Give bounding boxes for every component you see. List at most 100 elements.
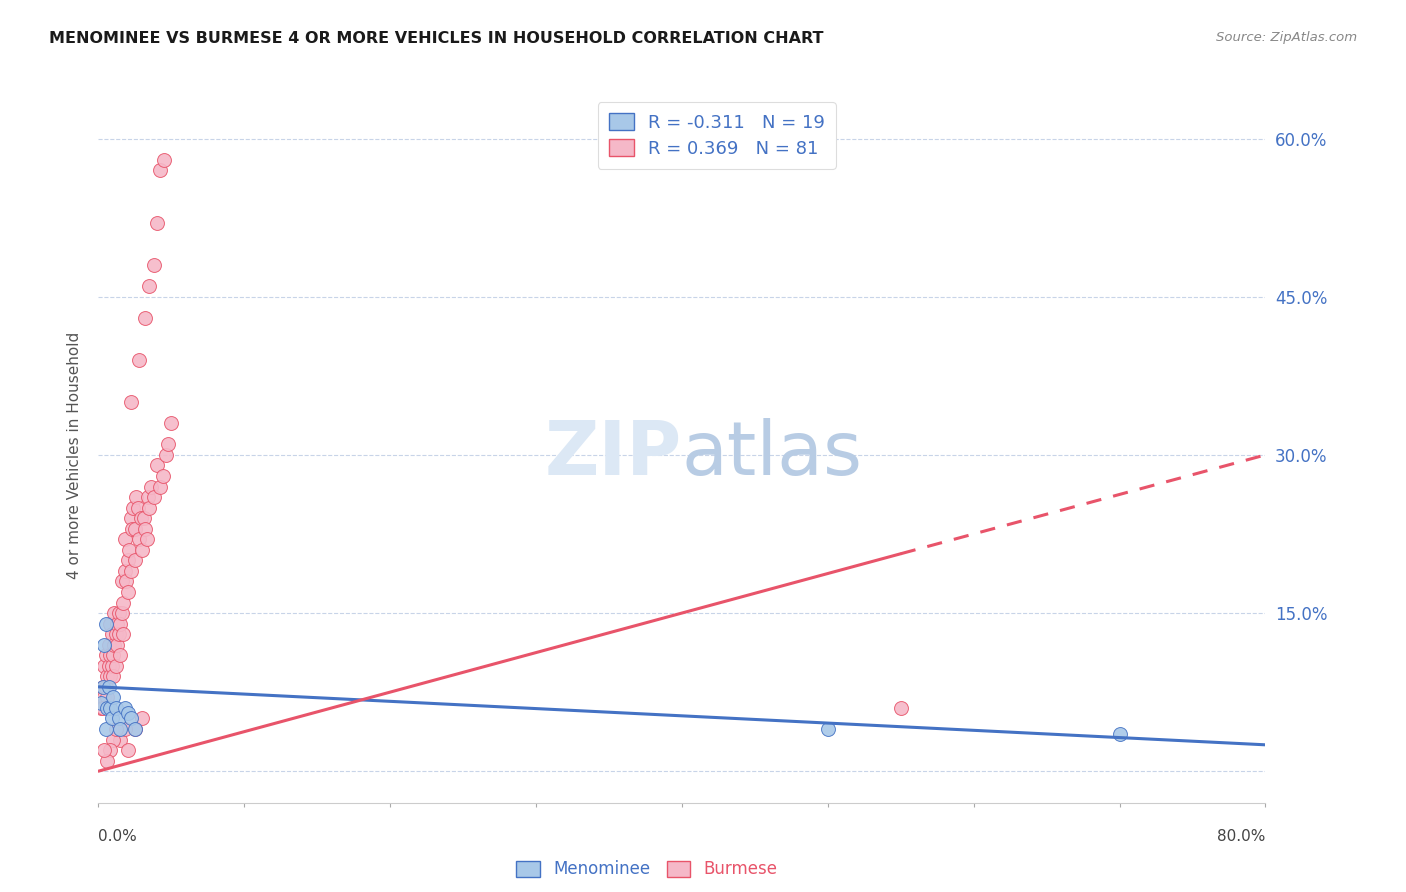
Point <box>152 469 174 483</box>
Point <box>138 279 160 293</box>
Text: 0.0%: 0.0% <box>98 830 138 844</box>
Point <box>149 479 172 493</box>
Point <box>153 153 176 167</box>
Point <box>146 458 169 473</box>
Point <box>90 701 112 715</box>
Point <box>114 564 136 578</box>
Point <box>118 542 141 557</box>
Point <box>112 627 135 641</box>
Point <box>101 669 124 683</box>
Point <box>124 553 146 567</box>
Point <box>96 754 118 768</box>
Point <box>103 638 125 652</box>
Point <box>98 669 121 683</box>
Text: Source: ZipAtlas.com: Source: ZipAtlas.com <box>1216 31 1357 45</box>
Point <box>1108 727 1130 741</box>
Point <box>124 722 146 736</box>
Point <box>117 743 139 757</box>
Point <box>127 500 149 515</box>
Point <box>132 511 155 525</box>
Point <box>90 696 112 710</box>
Y-axis label: 4 or more Vehicles in Household: 4 or more Vehicles in Household <box>67 331 83 579</box>
Point <box>94 648 117 663</box>
Point <box>120 511 142 525</box>
Point <box>817 722 839 736</box>
Point <box>136 490 159 504</box>
Point <box>100 711 122 725</box>
Point <box>97 638 120 652</box>
Point <box>120 564 142 578</box>
Point <box>101 690 124 705</box>
Point <box>110 648 132 663</box>
Point <box>128 353 150 368</box>
Point <box>104 627 127 641</box>
Point <box>98 616 121 631</box>
Point <box>114 533 136 547</box>
Point <box>124 522 146 536</box>
Point <box>131 711 153 725</box>
Point <box>98 648 121 663</box>
Point <box>100 658 122 673</box>
Point <box>117 706 139 721</box>
Point <box>108 606 131 620</box>
Point <box>129 511 152 525</box>
Text: MENOMINEE VS BURMESE 4 OR MORE VEHICLES IN HOUSEHOLD CORRELATION CHART: MENOMINEE VS BURMESE 4 OR MORE VEHICLES … <box>49 31 824 46</box>
Point <box>112 595 135 609</box>
Point <box>100 627 122 641</box>
Point <box>125 490 148 504</box>
Point <box>91 680 114 694</box>
Point <box>114 701 136 715</box>
Point <box>110 616 132 631</box>
Point <box>149 163 172 178</box>
Point <box>110 722 132 736</box>
Point <box>94 680 117 694</box>
Point <box>114 722 136 736</box>
Text: ZIP: ZIP <box>544 418 682 491</box>
Point <box>121 522 143 536</box>
Point <box>160 417 183 431</box>
Point <box>111 606 134 620</box>
Point <box>93 690 115 705</box>
Point <box>135 533 157 547</box>
Point <box>93 743 115 757</box>
Point <box>104 658 127 673</box>
Point <box>142 490 165 504</box>
Point <box>120 711 142 725</box>
Point <box>139 479 162 493</box>
Point <box>101 648 124 663</box>
Point <box>890 701 912 715</box>
Point <box>91 680 114 694</box>
Point <box>93 638 115 652</box>
Point <box>110 732 132 747</box>
Point <box>124 722 146 736</box>
Point <box>105 638 128 652</box>
Point <box>104 722 127 736</box>
Point <box>142 258 165 272</box>
Legend: Menominee, Burmese: Menominee, Burmese <box>509 854 785 885</box>
Point <box>115 574 138 589</box>
Point <box>120 395 142 409</box>
Point <box>104 701 127 715</box>
Point <box>93 658 115 673</box>
Point <box>134 310 156 325</box>
Point <box>94 616 117 631</box>
Point <box>108 627 131 641</box>
Point <box>122 500 145 515</box>
Point <box>138 500 160 515</box>
Point <box>97 658 120 673</box>
Point <box>157 437 180 451</box>
Point <box>111 574 134 589</box>
Point <box>105 616 128 631</box>
Point <box>96 669 118 683</box>
Point <box>117 585 139 599</box>
Point <box>155 448 177 462</box>
Point <box>128 533 150 547</box>
Point <box>131 542 153 557</box>
Point <box>103 606 125 620</box>
Point <box>98 743 121 757</box>
Text: 80.0%: 80.0% <box>1218 830 1265 844</box>
Point <box>91 701 114 715</box>
Point <box>96 701 118 715</box>
Point <box>117 553 139 567</box>
Point <box>101 732 124 747</box>
